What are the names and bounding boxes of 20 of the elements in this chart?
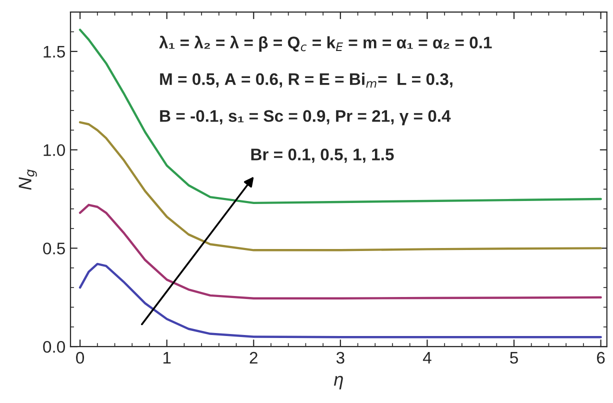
- annotation: Br = 0.1, 0.5, 1, 1.5: [251, 148, 394, 163]
- y-tick-label: 0.0: [43, 340, 65, 353]
- x-tick-label: 2: [250, 352, 258, 364]
- x-axis-title: η: [334, 376, 343, 390]
- x-tick-label: 1: [163, 352, 171, 364]
- annotation: B = -0.1, s₁ = Sc = 0.9, Pr = 21, γ = 0.4: [160, 110, 451, 126]
- y-tick-label: 1.0: [44, 144, 65, 156]
- line-series: [78, 204, 602, 300]
- y-axis-title: N$_{g}$: [18, 170, 37, 190]
- x-tick-label: 6: [597, 352, 605, 364]
- line-series: [78, 28, 602, 204]
- line-series: [78, 262, 602, 338]
- x-tick-label: 5: [510, 352, 518, 364]
- annotation: M = 0.5, A = 0.6, R = E = Bi$_{m}$= L = 0.3,: [160, 72, 452, 88]
- y-tick-label: 1.5: [44, 46, 65, 58]
- x-tick-label: 4: [422, 352, 432, 364]
- x-tick-label: 0: [76, 352, 84, 364]
- y-tick-label: 0.5: [43, 242, 65, 254]
- annotation: λ₁ = λ₂ = λ = β = Q$_{c}$ = k$_{E}$ = m = α₁ = α₂ = 0.1: [159, 36, 492, 52]
- x-tick-label: 3: [336, 352, 344, 364]
